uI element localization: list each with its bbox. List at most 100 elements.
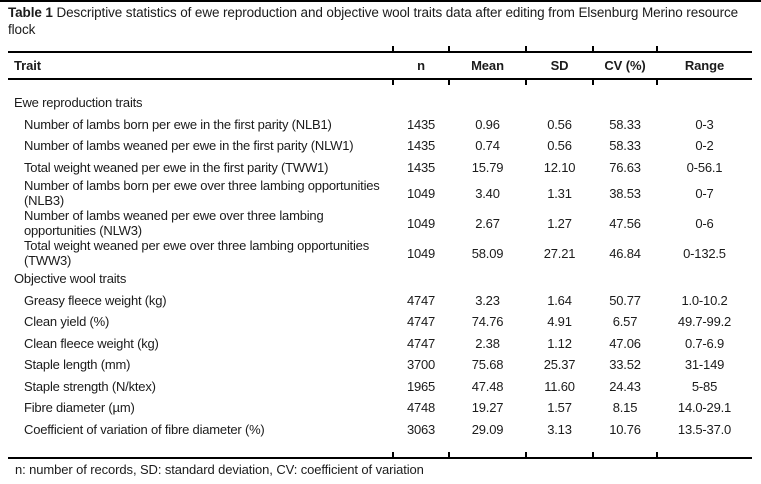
section-header: Objective wool traits [14,271,127,287]
range-cell: 0-56.1 [686,159,723,175]
trait-cell: Number of lambs weaned per ewe over thre… [24,208,324,238]
range-cell: 0-3 [695,116,714,132]
range-cell: 1.0-10.2 [681,292,728,308]
sd-cell: 1.64 [547,292,572,308]
trait-cell: Fibre diameter (µm) [24,400,135,416]
n-cell: 4748 [406,400,436,416]
column-divider-tick [525,80,527,85]
mean-cell: 58.09 [471,245,504,261]
range-cell: 31-149 [684,357,725,373]
cv-cell: 38.53 [609,185,641,201]
column-header-trait: Trait [14,58,41,73]
column-divider-tick [448,452,450,457]
trait-cell: Clean fleece weight (kg) [24,335,159,351]
column-header-cv: CV (%) [604,58,646,73]
column-divider-tick [448,46,450,51]
trait-cell: Number of lambs born per ewe over three … [24,178,380,208]
table-header-row: Trait n Mean SD CV (%) Range [8,53,752,78]
n-cell: 4747 [406,292,436,308]
column-divider-tick [392,46,394,51]
cv-cell: 6.57 [612,314,638,330]
n-cell: 1435 [406,159,436,175]
cv-cell: 24.43 [609,378,641,394]
column-divider-tick [656,452,658,457]
cv-cell: 58.33 [609,116,641,132]
mean-cell: 3.40 [475,185,500,201]
sd-cell: 1.31 [547,185,572,201]
column-header-mean: Mean [471,58,504,73]
sd-cell: 1.27 [547,215,572,231]
table-caption-text: Descriptive statistics of ewe reproducti… [8,5,739,37]
sd-cell: 27.21 [543,245,576,261]
n-cell: 4747 [406,314,436,330]
mean-cell: 15.79 [471,159,504,175]
column-divider-tick [525,452,527,457]
table-bottom-rule [8,452,752,459]
column-divider-tick [448,80,450,85]
range-cell: 0-6 [695,215,714,231]
cv-cell: 50.77 [609,292,641,308]
column-divider-tick [525,46,527,51]
range-cell: 13.5-37.0 [677,421,732,437]
sd-cell: 0.56 [547,116,572,132]
n-cell: 1965 [406,378,436,394]
table-caption-label: Table 1 [8,5,53,20]
statistics-table: Trait n Mean SD CV (%) Range Ewe reprodu… [8,46,752,477]
n-cell: 1435 [406,138,436,154]
column-divider-tick [592,452,594,457]
sd-cell: 1.12 [547,335,572,351]
cv-cell: 8.15 [612,400,638,416]
range-cell: 5-85 [691,378,718,394]
column-divider-tick [656,46,658,51]
mean-cell: 2.67 [475,215,500,231]
column-divider-tick [392,80,394,85]
mean-cell: 0.96 [475,116,500,132]
range-cell: 49.7-99.2 [677,314,732,330]
n-cell: 3700 [406,357,436,373]
trait-cell: Staple strength (N/ktex) [24,378,156,394]
n-cell: 1435 [406,116,436,132]
range-cell: 0-7 [695,185,714,201]
page-top-border [0,0,761,2]
sd-cell: 3.13 [547,421,572,437]
mean-cell: 3.23 [475,292,500,308]
n-cell: 1049 [406,185,436,201]
table-caption: Table 1 Descriptive statistics of ewe re… [8,4,756,38]
column-header-n: n [417,58,425,73]
column-header-sd: SD [550,58,569,73]
n-cell: 4747 [406,335,436,351]
table-body: Ewe reproduction traits Number of lambs b… [8,80,752,457]
column-divider-tick [592,46,594,51]
trait-cell: Number of lambs born per ewe in the firs… [24,116,332,132]
sd-cell: 11.60 [544,378,575,394]
mean-cell: 75.68 [471,357,504,373]
trait-cell: Total weight weaned per ewe in the first… [24,159,329,175]
table-footnote: n: number of records, SD: standard devia… [15,462,424,477]
trait-cell: Staple length (mm) [24,357,131,373]
sd-cell: 12.10 [543,159,576,175]
trait-cell: Greasy fleece weight (kg) [24,292,167,308]
trait-cell: Coefficient of variation of fibre diamet… [24,421,265,437]
range-cell: 0.7-6.9 [684,335,725,351]
sd-cell: 1.57 [547,400,572,416]
cv-cell: 10.76 [609,421,641,437]
column-divider-tick [392,452,394,457]
range-cell: 14.0-29.1 [677,400,732,416]
column-divider-tick [592,80,594,85]
column-header-range: Range [684,58,725,73]
n-cell: 1049 [406,215,436,231]
sd-cell: 4.91 [547,314,572,330]
mean-cell: 47.48 [471,378,504,394]
section-header: Ewe reproduction traits [14,95,143,111]
mean-cell: 0.74 [475,138,500,154]
cv-cell: 47.56 [609,215,641,231]
mean-cell: 2.38 [475,335,500,351]
cv-cell: 46.84 [609,245,641,261]
cv-cell: 58.33 [609,138,641,154]
sd-cell: 25.37 [543,357,576,373]
trait-cell: Total weight weaned per ewe over three l… [24,238,369,268]
mean-cell: 19.27 [471,400,504,416]
mean-cell: 29.09 [471,421,504,437]
cv-cell: 33.52 [609,357,641,373]
